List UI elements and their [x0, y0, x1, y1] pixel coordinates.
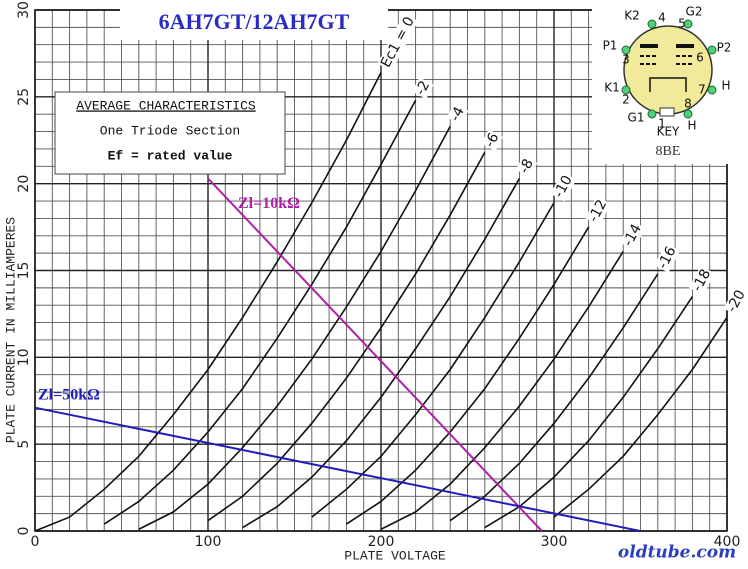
curves: Ec1 = 0-2-4-6-8-10-12-14-16-18-20 [34, 13, 748, 532]
curve-label-background [723, 286, 748, 317]
pin-number: 7 [698, 83, 706, 97]
info-text: AVERAGE CHARACTERISTICS [76, 98, 256, 113]
pin-label: K1 [604, 81, 620, 95]
plate-curve [345, 226, 590, 525]
pin [621, 85, 631, 95]
pin [683, 19, 693, 29]
pin-number: 4 [658, 11, 666, 25]
plate-symbol [640, 44, 658, 48]
pin [647, 109, 657, 119]
x-tick-label: 0 [31, 534, 40, 550]
y-tick-label: 10 [16, 348, 32, 366]
pin [707, 45, 717, 55]
plate-curve [138, 125, 451, 530]
curve-label: -4 [447, 104, 468, 124]
watermark: oldtube.com [618, 543, 736, 563]
info-text: One Triode Section [100, 123, 240, 138]
curve-label-background [585, 196, 611, 226]
pin-label: G1 [628, 111, 645, 125]
y-axis-label: PLATE CURRENT IN MILLIAMPERES [3, 217, 18, 443]
curve-label-background [446, 103, 469, 125]
y-tick-label: 20 [16, 175, 32, 193]
plate-symbol [676, 44, 694, 48]
plate-curve [380, 250, 624, 530]
pin-label: P2 [717, 41, 732, 55]
grid-symbol [640, 55, 694, 65]
x-tick-label: 200 [368, 534, 395, 550]
plate-curve [449, 273, 659, 522]
curve-label-background [654, 243, 681, 273]
plate-curve [207, 152, 486, 522]
load-line [207, 177, 543, 532]
pin-label: H [687, 119, 696, 133]
curve-label-background [550, 171, 577, 202]
curve-label-background [515, 155, 538, 178]
tube-base [623, 25, 713, 115]
pin-number: 8 [684, 97, 692, 111]
pin-label: H [721, 79, 730, 93]
heater-symbol [649, 77, 687, 92]
curve-label-background [481, 129, 503, 152]
pin-number: 2 [622, 93, 630, 107]
plate-curve [103, 99, 417, 525]
x-tick-label: 100 [195, 534, 222, 550]
pin-number: 6 [696, 51, 704, 65]
pin [647, 19, 657, 29]
key-label: KEY [657, 125, 680, 139]
load-line [34, 406, 641, 532]
info-box [54, 91, 286, 175]
curve-label: -2 [413, 78, 434, 98]
plate-curve [242, 178, 521, 529]
curve-label: -6 [482, 130, 503, 150]
pin-number: 1 [658, 117, 666, 131]
load-lines: Zl=10kΩ Zl=50kΩ [34, 177, 641, 532]
pin-label: P1 [603, 39, 618, 53]
base-code: 8BE [656, 144, 681, 159]
pin-number: 5 [678, 17, 686, 31]
chart-title: 6AH7GT/12AH7GT [159, 9, 350, 34]
pin [683, 109, 693, 119]
plate-curve [311, 202, 555, 518]
curve-label-background [412, 77, 434, 99]
y-tick-label: 15 [16, 262, 32, 280]
pin-label: K2 [624, 9, 640, 23]
plate-curve [553, 316, 728, 518]
curve-label-background [688, 265, 715, 296]
pin [621, 45, 631, 55]
curve-label: -8 [516, 156, 537, 176]
x-axis-label: PLATE VOLTAGE [344, 548, 446, 563]
y-tick-label: 30 [16, 1, 32, 19]
y-tick-label: 0 [16, 527, 32, 536]
y-tick-label: 25 [16, 88, 32, 106]
title-background [120, 6, 388, 40]
curve-label-background [377, 13, 419, 72]
x-tick-label: 400 [714, 534, 741, 550]
load-line-label: Zl=50kΩ [38, 386, 100, 403]
pin [707, 85, 717, 95]
curve-label-background [619, 220, 646, 251]
key-notch [659, 107, 675, 117]
load-line-label: Zl=10kΩ [238, 195, 300, 212]
x-tick-label: 300 [541, 534, 568, 550]
info-text: Ef = rated value [108, 148, 233, 163]
plate-curve [34, 72, 382, 532]
base-diagram: KEY 8BE G1 1 K12 P1 3 K2 4 G25 P2 6 H 7 H 8 [592, 4, 746, 164]
y-tick-label: 5 [16, 440, 32, 449]
pin-label: G2 [686, 5, 703, 19]
pin-number: 3 [622, 53, 630, 67]
